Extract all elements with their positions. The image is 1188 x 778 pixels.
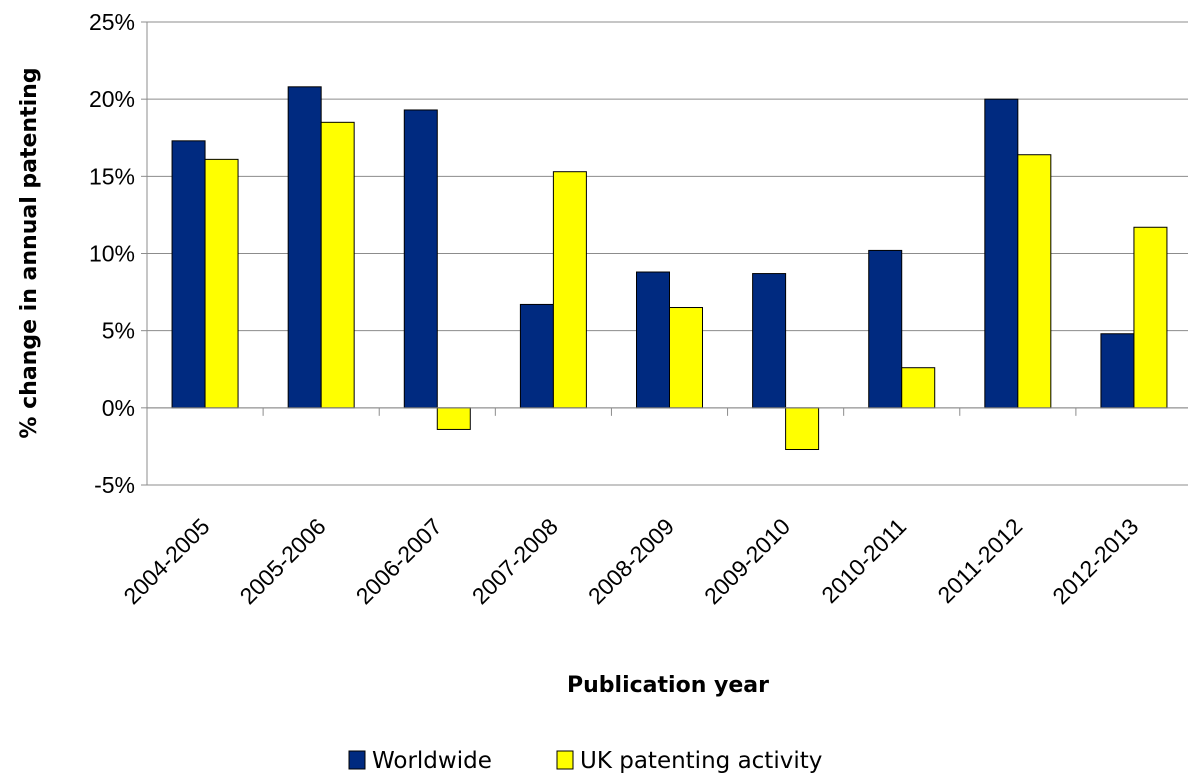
y-axis-title: % change in annual patenting (17, 67, 42, 438)
bar-uk-2004-2005 (204, 158, 239, 409)
legend-swatch-uk (556, 750, 574, 770)
bar-uk-2006-2007 (436, 407, 471, 430)
bar-uk-2007-2008 (552, 171, 587, 409)
x-tick-label: 2007-2008 (467, 513, 563, 609)
bars (171, 86, 1168, 451)
x-tick-label: 2011-2012 (932, 513, 1027, 608)
y-tick-label: 15% (89, 163, 135, 189)
y-tick-label: 25% (89, 9, 135, 35)
bar-uk-2012-2013 (1133, 226, 1168, 409)
bar-worldwide-2005-2006 (287, 86, 322, 409)
x-tick-labels: 2004-2005 2005-2006 2006-2007 2007-2008 2008… (118, 513, 1143, 609)
y-tick-labels: -5% 0% 5% 10% 15% 20% 25% (89, 9, 135, 498)
bar-worldwide-2012-2013 (1100, 333, 1135, 409)
bar-uk-2005-2006 (320, 121, 355, 409)
x-tick-label: 2010-2011 (816, 513, 911, 608)
bar-uk-2010-2011 (901, 367, 936, 409)
x-tick-label: 2008-2009 (583, 513, 679, 609)
legend-label-uk: UK patenting activity (580, 748, 822, 774)
bar-uk-2009-2010 (785, 407, 820, 451)
bar-uk-2011-2012 (1017, 154, 1052, 409)
x-tick-label: 2004-2005 (118, 513, 214, 609)
legend-swatch-worldwide (348, 750, 366, 770)
bar-worldwide-2009-2010 (752, 273, 787, 409)
bar-worldwide-2006-2007 (403, 109, 438, 409)
bar-uk-2008-2009 (669, 307, 703, 409)
bar-worldwide-2008-2009 (636, 271, 670, 409)
y-tick-label: 20% (89, 86, 135, 112)
legend: Worldwide UK patenting activity (348, 748, 822, 774)
bar-worldwide-2004-2005 (171, 140, 206, 409)
legend-label-worldwide: Worldwide (372, 748, 492, 774)
x-axis-title: Publication year (567, 673, 769, 698)
y-tick-label: 10% (89, 241, 135, 267)
x-tick-label: 2012-2013 (1047, 513, 1143, 609)
x-tick-label: 2009-2010 (699, 513, 795, 609)
bar-worldwide-2007-2008 (519, 303, 554, 409)
y-tick-label: 5% (102, 318, 135, 344)
x-tick-label: 2006-2007 (351, 513, 447, 609)
bar-worldwide-2010-2011 (868, 249, 903, 409)
y-tick-label: 0% (102, 395, 135, 421)
bar-worldwide-2011-2012 (984, 98, 1019, 409)
axes (141, 21, 1188, 486)
y-tick-label: -5% (94, 472, 135, 498)
x-tick-label: 2005-2006 (235, 513, 331, 609)
